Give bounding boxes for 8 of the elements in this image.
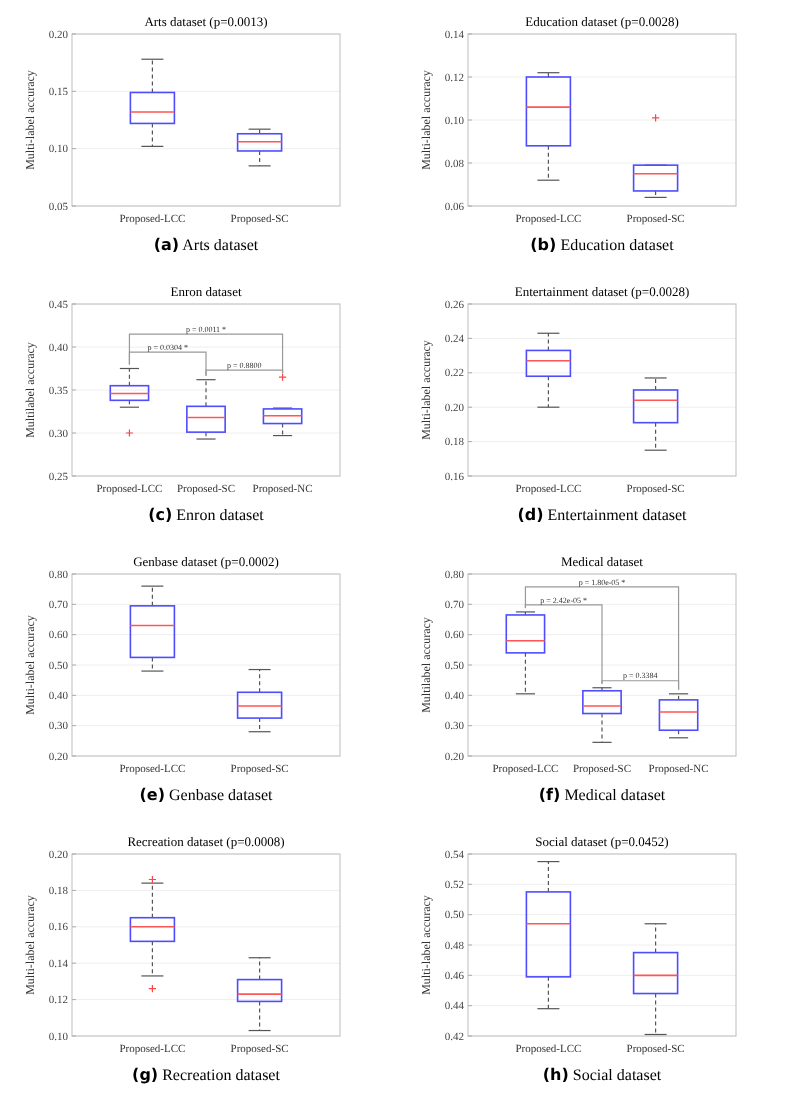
text: (h) Social dataset (542, 1066, 663, 1084)
text: (b) Education dataset (530, 236, 676, 254)
text: (d) Entertainment dataset (517, 506, 689, 524)
text: (f) Medical dataset (538, 786, 667, 804)
text: (g) Recreation dataset (132, 1066, 282, 1084)
text: (c) Enron dataset (148, 506, 266, 524)
text: (a) Arts dataset (153, 236, 260, 254)
text: (e) Genbase dataset (139, 786, 275, 804)
